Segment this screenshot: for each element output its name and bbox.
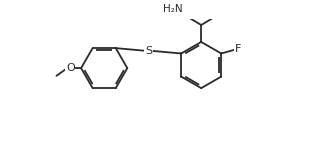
- Text: S: S: [145, 46, 152, 56]
- Text: F: F: [235, 44, 242, 54]
- Text: H₂N: H₂N: [163, 4, 183, 14]
- Text: O: O: [66, 63, 75, 73]
